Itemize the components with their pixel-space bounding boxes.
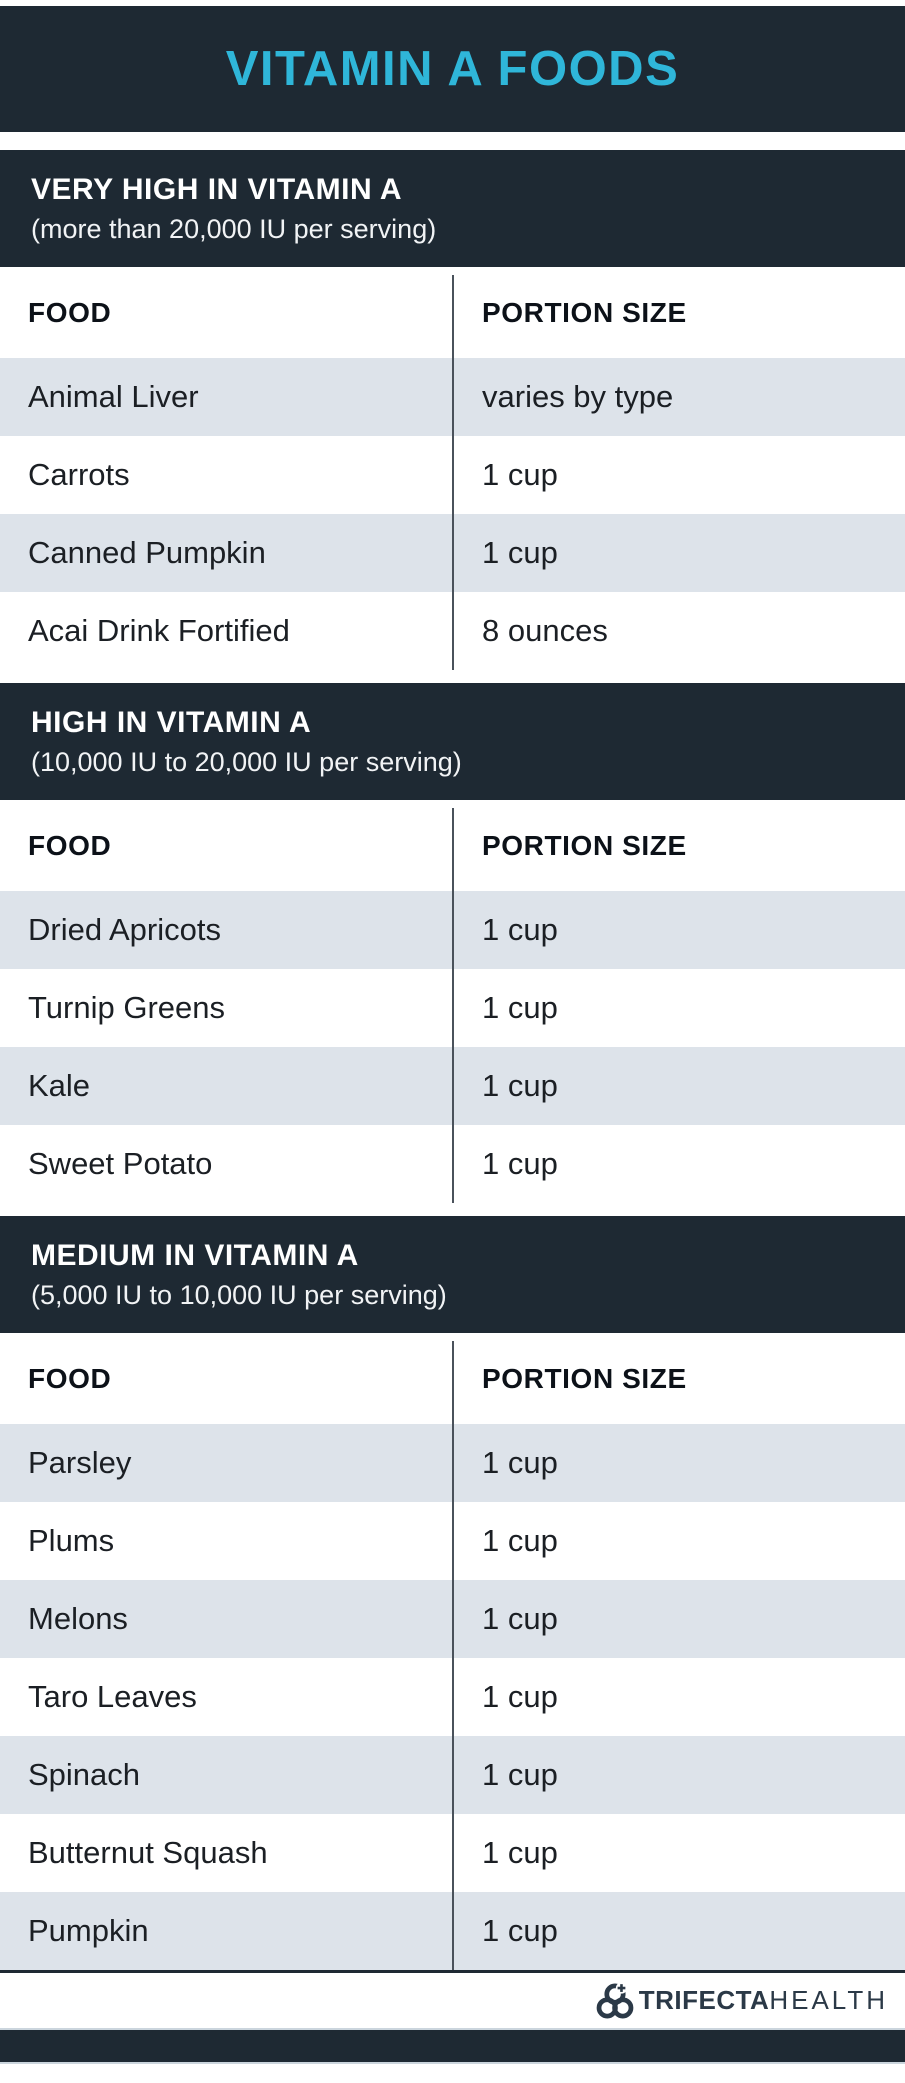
trifecta-rings-icon — [596, 1981, 634, 2018]
food-column-header: FOOD — [28, 296, 112, 328]
bottom-bar — [0, 2028, 905, 2064]
section-header: MEDIUM IN VITAMIN A (5,000 IU to 10,000 … — [0, 1216, 905, 1333]
food-cell: Turnip Greens — [28, 990, 225, 1025]
portion-cell: 1 cup — [482, 990, 558, 1025]
food-table: FOOD PORTION SIZE Dried Apricots 1 cup T… — [0, 800, 905, 1203]
column-divider-line — [452, 1341, 454, 1970]
portion-cell: varies by type — [482, 379, 674, 414]
food-table: FOOD PORTION SIZE Animal Liver varies by… — [0, 267, 905, 670]
food-cell: Melons — [28, 1601, 128, 1636]
food-table: FOOD PORTION SIZE Parsley 1 cup Plums 1 … — [0, 1333, 905, 1973]
section-subtitle: (10,000 IU to 20,000 IU per serving) — [31, 747, 462, 777]
portion-size-column-header: PORTION SIZE — [482, 1362, 687, 1394]
portion-cell: 1 cup — [482, 1068, 558, 1103]
food-cell: Animal Liver — [28, 379, 199, 414]
column-divider-line — [452, 808, 454, 1203]
section-title: HIGH IN VITAMIN A — [31, 706, 312, 739]
portion-cell: 1 cup — [482, 1445, 558, 1480]
portion-size-column-header: PORTION SIZE — [482, 829, 687, 861]
food-cell: Parsley — [28, 1445, 132, 1480]
section-subtitle: (5,000 IU to 10,000 IU per serving) — [31, 1280, 447, 1310]
portion-cell: 1 cup — [482, 1757, 558, 1792]
brand-health: HEALTH — [769, 1985, 888, 2015]
portion-cell: 1 cup — [482, 1913, 558, 1948]
portion-cell: 1 cup — [482, 912, 558, 947]
vitamin-section: HIGH IN VITAMIN A (10,000 IU to 20,000 I… — [0, 683, 905, 1203]
portion-cell: 1 cup — [482, 535, 558, 570]
portion-cell: 1 cup — [482, 1835, 558, 1870]
page-header: VITAMIN A FOODS — [0, 6, 905, 132]
portion-size-column-header: PORTION SIZE — [482, 296, 687, 328]
food-cell: Sweet Potato — [28, 1146, 213, 1181]
food-cell: Acai Drink Fortified — [28, 613, 290, 648]
food-cell: Pumpkin — [28, 1913, 149, 1948]
food-column-header: FOOD — [28, 1362, 112, 1394]
food-cell: Canned Pumpkin — [28, 535, 266, 570]
sections-container: VERY HIGH IN VITAMIN A (more than 20,000… — [0, 150, 905, 1973]
food-cell: Carrots — [28, 457, 130, 492]
food-cell: Butternut Squash — [28, 1835, 268, 1870]
section-subtitle: (more than 20,000 IU per serving) — [31, 214, 437, 244]
food-cell: Dried Apricots — [28, 912, 221, 947]
brand-trifecta: TRIFECTA — [638, 1985, 770, 2015]
brand-text: TRIFECTAHEALTH — [639, 1985, 888, 2016]
section-title: MEDIUM IN VITAMIN A — [31, 1239, 359, 1272]
food-column-header: FOOD — [28, 829, 112, 861]
portion-cell: 1 cup — [482, 1523, 558, 1558]
portion-cell: 1 cup — [482, 1601, 558, 1636]
food-cell: Kale — [28, 1068, 91, 1103]
portion-cell: 1 cup — [482, 1146, 558, 1181]
column-divider-line — [452, 275, 454, 670]
food-cell: Plums — [28, 1523, 115, 1558]
section-header: HIGH IN VITAMIN A (10,000 IU to 20,000 I… — [0, 683, 905, 800]
food-cell: Taro Leaves — [28, 1679, 197, 1714]
page-title: VITAMIN A FOODS — [225, 42, 680, 96]
footer: TRIFECTAHEALTH — [0, 1973, 905, 2028]
food-cell: Spinach — [28, 1757, 141, 1792]
vitamin-section: VERY HIGH IN VITAMIN A (more than 20,000… — [0, 150, 905, 670]
portion-cell: 1 cup — [482, 457, 558, 492]
section-header: VERY HIGH IN VITAMIN A (more than 20,000… — [0, 150, 905, 267]
trifecta-health-logo: TRIFECTAHEALTH — [596, 1981, 888, 2021]
portion-cell: 8 ounces — [482, 613, 608, 648]
portion-cell: 1 cup — [482, 1679, 558, 1714]
vitamin-section: MEDIUM IN VITAMIN A (5,000 IU to 10,000 … — [0, 1216, 905, 1973]
section-title: VERY HIGH IN VITAMIN A — [31, 173, 403, 206]
